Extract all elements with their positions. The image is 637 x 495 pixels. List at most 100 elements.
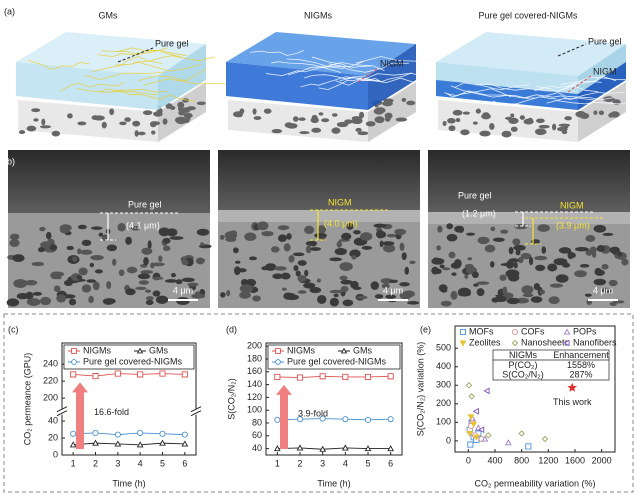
pore (41, 118, 46, 126)
pore (150, 121, 161, 126)
pore (240, 278, 249, 286)
marker (114, 370, 121, 377)
pore (431, 257, 445, 265)
x-tick-label: 6 (388, 458, 393, 468)
y-tick-label: 200 (436, 398, 451, 408)
pore (450, 290, 458, 300)
pore (359, 111, 365, 119)
pore (340, 279, 353, 285)
legend-marker (459, 328, 467, 336)
pore (520, 252, 532, 260)
pore (384, 116, 391, 122)
pore (539, 289, 546, 295)
line (277, 418, 391, 421)
pore (196, 101, 206, 106)
pore (92, 281, 100, 291)
pore (510, 126, 518, 132)
pore (508, 258, 520, 263)
pore (158, 255, 163, 262)
pore (51, 271, 64, 277)
pore (467, 257, 473, 261)
fiber (540, 92, 615, 101)
pore (406, 100, 416, 106)
callout: NIGM (380, 58, 404, 68)
fiber (560, 76, 637, 85)
fiber (84, 71, 165, 80)
illustration-title: NIGMs (304, 10, 332, 20)
table (492, 349, 610, 381)
pore (464, 263, 474, 270)
legend (63, 344, 195, 370)
pore (152, 276, 164, 280)
highlight-marker (567, 382, 577, 392)
legend-label: Pure gel covered-NIGMs (83, 356, 183, 366)
sem-label: NIGM (560, 200, 584, 210)
pore (31, 108, 41, 113)
pore (460, 129, 470, 136)
pore (385, 294, 397, 299)
pore (195, 257, 205, 265)
pore (502, 286, 508, 295)
marker (541, 435, 549, 443)
table-cell: 287% (569, 369, 592, 379)
pore (621, 258, 629, 266)
pore (374, 294, 384, 299)
annotation: 3.9-fold (298, 408, 328, 418)
fiber (133, 55, 216, 63)
pore (440, 288, 448, 293)
marker (274, 373, 281, 380)
pore (404, 266, 409, 275)
panel-label: (a) (4, 6, 15, 16)
pore (381, 283, 390, 289)
pore (288, 255, 295, 263)
x-tick-label: 3 (320, 458, 325, 468)
pore (283, 243, 291, 252)
pore (137, 131, 146, 136)
pore (331, 113, 338, 117)
legend-marker (511, 339, 519, 347)
marker (387, 373, 394, 380)
pore (125, 236, 132, 245)
y-tick-label: 500 (436, 343, 451, 353)
pore (584, 293, 592, 297)
pore (101, 121, 107, 129)
pore (357, 131, 369, 136)
pore (39, 226, 46, 232)
pore (310, 117, 319, 124)
pore (527, 117, 533, 123)
fiber (450, 85, 537, 99)
pore (519, 115, 525, 120)
pore (389, 279, 398, 284)
fiber (98, 88, 168, 93)
pore (298, 117, 306, 121)
pore (271, 128, 283, 134)
pore (452, 109, 463, 116)
fiber (114, 89, 195, 102)
marker (342, 416, 349, 423)
pore (263, 108, 272, 114)
pore (399, 282, 410, 287)
pore (395, 117, 408, 122)
pore (244, 232, 257, 241)
pore (490, 226, 496, 232)
marker (296, 444, 304, 451)
x-tick-label: 2 (93, 458, 98, 468)
pore (9, 239, 20, 248)
x-tick-label: 1600 (565, 455, 585, 465)
pore (239, 291, 251, 299)
marker (481, 435, 489, 442)
pore (373, 108, 385, 115)
pore (170, 105, 176, 111)
pore (436, 245, 442, 251)
pore (25, 291, 34, 300)
illustration-title: Pure gel covered-NIGMs (478, 10, 578, 20)
x-tick-label: 1200 (538, 455, 558, 465)
pore (252, 108, 257, 115)
pore (163, 237, 171, 244)
pore (548, 296, 560, 305)
pore (533, 282, 541, 291)
pore (596, 244, 605, 252)
pore (612, 249, 618, 255)
pore (299, 131, 310, 135)
marker (296, 374, 304, 381)
